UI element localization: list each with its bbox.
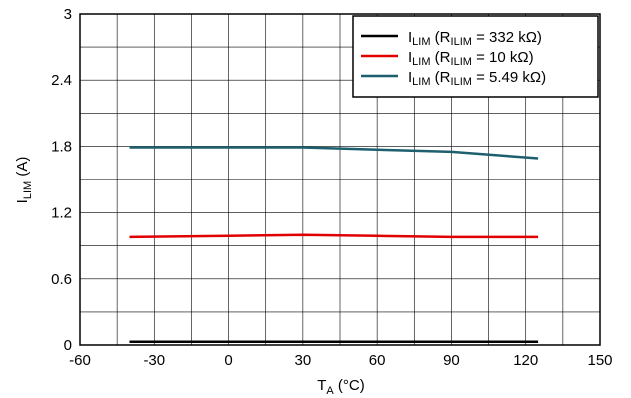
y-axis-title: ILIM (A) bbox=[14, 157, 34, 204]
x-tick-label: 30 bbox=[295, 352, 312, 369]
legend-label-10k: ILIM (RILIM = 10 kΩ) bbox=[408, 49, 534, 68]
y-tick-label: 2.4 bbox=[51, 72, 72, 89]
x-axis-title-main: T bbox=[317, 377, 326, 394]
series-10k-line bbox=[129, 233, 539, 239]
y-tick-label: 3 bbox=[64, 6, 72, 23]
x-tick-label: 90 bbox=[443, 352, 460, 369]
x-tick-labels: -60 -30 0 30 60 90 120 150 bbox=[69, 352, 612, 369]
x-tick-label: -30 bbox=[143, 352, 165, 369]
y-tick-label: 1.8 bbox=[51, 138, 72, 155]
y-tick-label: 1.2 bbox=[51, 205, 72, 222]
y-axis-title-main: I bbox=[14, 199, 31, 203]
legend-label-5k49: ILIM (RILIM = 5.49 kΩ) bbox=[408, 69, 546, 88]
x-tick-label: 60 bbox=[369, 352, 386, 369]
y-tick-labels: 0 0.6 1.2 1.8 2.4 3 bbox=[51, 6, 72, 354]
series-5k49-line bbox=[129, 146, 539, 160]
x-axis-title-unit: (°C) bbox=[334, 377, 365, 394]
x-axis-title-sub: A bbox=[326, 385, 334, 397]
x-tick-label: 120 bbox=[513, 352, 538, 369]
y-tick-label: 0 bbox=[64, 337, 72, 354]
x-axis-title: TA (°C) bbox=[317, 377, 365, 397]
x-tick-label: 0 bbox=[224, 352, 232, 369]
plot-frame bbox=[79, 13, 601, 346]
legend: ILIM (RILIM = 332 kΩ) ILIM (RILIM = 10 k… bbox=[352, 15, 599, 98]
x-tick-label: -60 bbox=[69, 352, 91, 369]
y-axis-title-unit: (A) bbox=[14, 157, 31, 181]
legend-label-332k: ILIM (RILIM = 332 kΩ) bbox=[408, 29, 542, 48]
series-lines bbox=[129, 146, 539, 343]
y-tick-label: 0.6 bbox=[51, 271, 72, 288]
y-axis-title-sub: LIM bbox=[22, 181, 34, 199]
x-tick-label: 150 bbox=[587, 352, 612, 369]
